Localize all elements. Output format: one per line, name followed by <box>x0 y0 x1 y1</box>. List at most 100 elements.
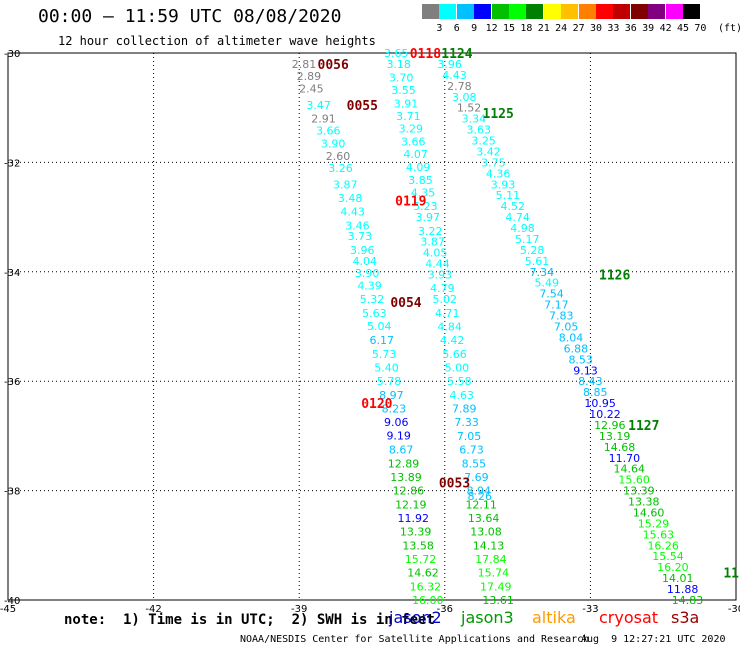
swh-data-label: 4.52 <box>500 200 525 213</box>
swh-data-label: 12.86 <box>393 485 425 498</box>
swh-data-label: 7.89 <box>452 403 477 416</box>
swh-data-label: 14.64 <box>613 463 645 476</box>
swh-data-label: 7.05 <box>554 321 579 334</box>
swh-data-label: 3.65 <box>384 47 409 60</box>
swh-data-label: 4.39 <box>357 279 382 292</box>
pass-time-label: 0055 <box>347 99 378 114</box>
colorbar-swatch <box>683 4 700 19</box>
swh-data-label: 5.78 <box>377 375 402 388</box>
colorbar-label: 18 <box>520 23 533 34</box>
swh-data-label: 15.63 <box>643 528 675 541</box>
swh-data-label: 4.84 <box>437 321 462 334</box>
colorbar-swatch <box>543 4 561 19</box>
swh-data-label: 15.72 <box>405 553 437 566</box>
swh-data-label: 5.28 <box>520 244 545 257</box>
swh-data-label: 3.63 <box>467 124 492 137</box>
swh-data-label: 6.17 <box>369 334 394 347</box>
swh-data-label: 5.00 <box>445 362 470 375</box>
colorbar-label: 12 <box>485 23 498 34</box>
colorbar-swatch <box>578 4 596 19</box>
swh-data-label: 12.19 <box>395 498 427 511</box>
pass-time-label: 11 <box>723 567 739 582</box>
colorbar-label: 9 <box>471 23 478 34</box>
swh-data-label: 12.96 <box>594 419 626 432</box>
swh-data-label: 5.63 <box>362 307 387 320</box>
y-tick-label: -32 <box>4 158 20 169</box>
swh-data-label: 2.89 <box>297 70 322 83</box>
swh-data-label: 3.90 <box>321 137 346 150</box>
swh-data-label: 4.04 <box>352 255 377 268</box>
swh-data-label: 5.32 <box>360 293 385 306</box>
swh-data-label: 4.09 <box>406 161 431 174</box>
colorbar-swatch <box>474 4 492 19</box>
swh-data-label: 4.44 <box>425 258 450 271</box>
colorbar-swatch <box>456 4 474 19</box>
swh-data-label: 3.25 <box>471 135 496 148</box>
swh-data-label: 3.85 <box>408 174 433 187</box>
y-tick-label: -38 <box>4 487 20 498</box>
swh-data-label: 3.73 <box>348 230 373 243</box>
pass-time-label: 1127 <box>628 419 659 434</box>
colorbar-swatch <box>630 4 648 19</box>
swh-data-label: 3.93 <box>428 269 453 282</box>
swh-data-label: 2.60 <box>326 150 351 163</box>
swh-data-label: 3.22 <box>418 225 443 238</box>
swh-data-label: 7.69 <box>464 471 489 484</box>
swh-data-label: 8.67 <box>389 444 414 457</box>
colorbar-swatch <box>648 4 666 19</box>
swh-data-label: 2.91 <box>311 113 336 126</box>
swh-data-label: 3.29 <box>399 122 424 135</box>
swh-data-label: 15.74 <box>478 567 510 580</box>
colorbar-label: 27 <box>572 23 585 34</box>
swh-data-label: 8.04 <box>559 331 584 344</box>
pass-time-label: 0054 <box>390 296 421 311</box>
swh-data-label: 3.90 <box>355 267 380 280</box>
swh-data-label: 3.34 <box>462 113 487 126</box>
colorbar-swatch <box>596 4 613 19</box>
swh-data-label: 16.00 <box>412 594 444 607</box>
y-tick-label: -30 <box>4 49 20 60</box>
colorbar-label: 6 <box>453 23 460 34</box>
swh-data-label: 13.19 <box>599 430 631 443</box>
colorbar-label: 36 <box>624 23 637 34</box>
swh-data-label: 6.73 <box>459 444 484 457</box>
swh-data-label: 8.43 <box>578 375 603 388</box>
swh-data-label: 4.05 <box>423 247 448 260</box>
swh-data-label: 9.06 <box>384 416 409 429</box>
swh-data-label: 4.43 <box>340 206 365 219</box>
swh-data-label: 4.43 <box>442 69 467 82</box>
swh-data-label: 3.55 <box>391 84 416 97</box>
y-tick-label: -36 <box>4 377 20 388</box>
pass-time-label: 1124 <box>441 47 472 62</box>
swh-data-label: 1.52 <box>457 102 482 115</box>
colorbar-label: 33 <box>607 23 620 34</box>
swh-data-label: 17.49 <box>480 580 512 593</box>
colorbar-swatch <box>526 4 544 19</box>
swh-data-label: 14.60 <box>633 506 665 519</box>
satellite-s3a: s3a <box>671 608 700 627</box>
colorbar-unit: (ft) <box>718 23 740 34</box>
colorbar-label: 3 <box>436 23 443 34</box>
colorbar-swatch <box>613 4 631 19</box>
swh-data-label: 16.20 <box>657 561 689 574</box>
swh-data-label: 14.13 <box>473 539 505 552</box>
swh-data-label: 11.88 <box>667 583 699 596</box>
swh-data-label: 16.32 <box>410 580 442 593</box>
swh-data-label: 12.89 <box>388 457 420 470</box>
swh-data-label: 5.58 <box>447 375 472 388</box>
colorbar-label: 42 <box>659 23 672 34</box>
footnote: note: 1) Time is in UTC; 2) SWH is in fe… <box>64 612 435 628</box>
colorbar-swatch <box>509 4 526 19</box>
satellite-cryosat: cryosat <box>599 608 659 627</box>
swh-data-label: 10.22 <box>589 408 621 421</box>
swh-data-label: 15.29 <box>638 517 670 530</box>
colorbar-swatch <box>439 4 457 19</box>
swh-data-label: 8.55 <box>462 457 487 470</box>
swh-data-label: 3.75 <box>481 156 506 169</box>
swh-data-label: 7.34 <box>530 266 555 279</box>
swh-data-label: 3.66 <box>401 136 426 149</box>
pass-time-label: 1125 <box>483 107 514 122</box>
credit-text: NOAA/NESDIS Center for Satellite Applica… <box>240 634 590 645</box>
chart-subtitle: 12 hour collection of altimeter wave hei… <box>58 34 376 48</box>
